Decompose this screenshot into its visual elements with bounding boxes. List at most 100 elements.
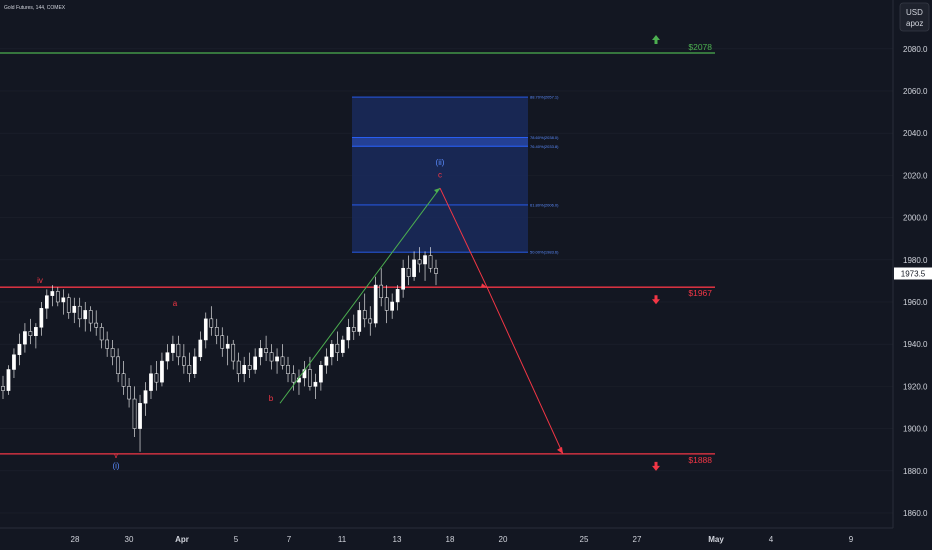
candle-body <box>368 318 373 324</box>
horizontal-levels[interactable]: $2078 $1967 $1888 <box>0 35 715 471</box>
time-tick-label: 28 <box>71 535 80 544</box>
candle <box>324 348 329 374</box>
candle-body <box>138 403 142 429</box>
candle-body <box>357 310 362 332</box>
candle <box>275 348 279 374</box>
candle <box>165 344 170 370</box>
candle-body <box>258 348 263 358</box>
green-projection-arrow[interactable] <box>279 187 441 404</box>
price-tick-label: 2080.0 <box>903 45 928 54</box>
candle <box>373 276 378 328</box>
candle-body <box>423 255 427 265</box>
fib-band <box>352 137 528 147</box>
symbol-title: Gold Futures, 144, COMEX <box>4 5 66 11</box>
price-level-label: $2078 <box>688 42 712 52</box>
candle-body <box>275 356 279 362</box>
candle <box>28 318 33 345</box>
candle-body <box>83 310 88 320</box>
candle <box>340 335 345 357</box>
candle <box>50 285 55 307</box>
candle <box>143 382 148 416</box>
time-axis[interactable]: 28 30 Apr 5 7 11 13 18 20 25 27 May 4 9 <box>71 535 854 544</box>
candle <box>220 327 225 357</box>
candle-body <box>182 356 186 366</box>
candle <box>17 333 22 366</box>
candle <box>116 348 120 383</box>
candle-body <box>220 335 225 349</box>
candle <box>182 344 186 374</box>
price-axis[interactable]: 1860.0 1880.0 1900.0 1920.0 1940.0 1960.0 1980… <box>894 45 932 518</box>
wave-label: (i) <box>112 462 119 471</box>
candle <box>12 348 16 378</box>
arrow-down-icon <box>652 295 660 305</box>
candle <box>368 306 373 336</box>
currency-button-label: USD <box>906 8 923 17</box>
candle <box>127 377 131 408</box>
candle-body <box>319 365 323 383</box>
candle <box>406 255 411 286</box>
candle <box>236 352 241 383</box>
candle <box>61 289 66 315</box>
candle <box>187 352 192 383</box>
candle <box>23 323 27 353</box>
arrowhead-icon <box>557 446 563 454</box>
candle <box>291 365 296 391</box>
candle-body <box>176 343 181 358</box>
candle-body <box>154 373 159 383</box>
candle-body <box>198 339 203 358</box>
wave-label: (ii) <box>436 158 445 167</box>
price-tick-label: 2000.0 <box>903 214 928 223</box>
candle <box>280 344 285 370</box>
candle-body <box>390 301 395 311</box>
time-tick-label: 20 <box>499 535 508 544</box>
candle <box>412 251 416 281</box>
candle-body <box>23 331 27 345</box>
candle-body <box>324 356 329 366</box>
candle <box>149 365 153 400</box>
candle <box>379 268 384 307</box>
fib-zone-box[interactable] <box>352 97 528 253</box>
candle <box>203 312 208 349</box>
time-tick-label: 13 <box>393 535 402 544</box>
candle <box>302 361 307 387</box>
candle-body <box>242 365 247 374</box>
price-tick-label: 1880.0 <box>903 467 928 476</box>
candle-body <box>61 297 66 303</box>
candle <box>225 335 230 366</box>
candle <box>171 335 175 362</box>
time-tick-label: 30 <box>125 535 134 544</box>
price-tick-label: 1900.0 <box>903 425 928 434</box>
candle <box>428 247 433 273</box>
time-tick-label: 5 <box>234 535 239 544</box>
fibonacci-zone[interactable]: 88.70%(2057.1) 78.60%(2038.0) 76.40%(2033.… <box>352 95 559 255</box>
candle <box>83 301 88 332</box>
candle <box>132 386 137 438</box>
candle-body <box>253 356 257 370</box>
candle-body <box>50 291 55 296</box>
price-tick-label: 1940.0 <box>903 340 928 349</box>
candle <box>286 356 290 383</box>
currency-selector[interactable]: USD apoz <box>899 2 930 32</box>
fib-level-label: 88.70%(2057.1) <box>530 95 559 100</box>
wave-label: a <box>173 299 178 308</box>
projection-arrows[interactable] <box>279 187 564 455</box>
candle-body <box>313 381 318 387</box>
candle-body <box>39 308 44 328</box>
arrowhead-icon <box>434 188 440 194</box>
time-tick-label: May <box>708 535 724 544</box>
candle <box>77 297 82 328</box>
candle-body <box>116 356 120 374</box>
candle-body <box>88 310 93 324</box>
wave-labels: iv a b c (ii) v (i) <box>37 158 445 471</box>
candle-body <box>214 327 219 336</box>
wave-label: v <box>114 451 118 460</box>
wave-label: c <box>438 170 442 179</box>
candle-body <box>428 255 433 269</box>
time-tick-label: Apr <box>175 535 189 544</box>
wave-label: iv <box>37 276 43 285</box>
candle-body <box>143 390 148 404</box>
candle-body <box>236 360 241 374</box>
candle-body <box>225 343 230 349</box>
price-tick-label: 2040.0 <box>903 129 928 138</box>
